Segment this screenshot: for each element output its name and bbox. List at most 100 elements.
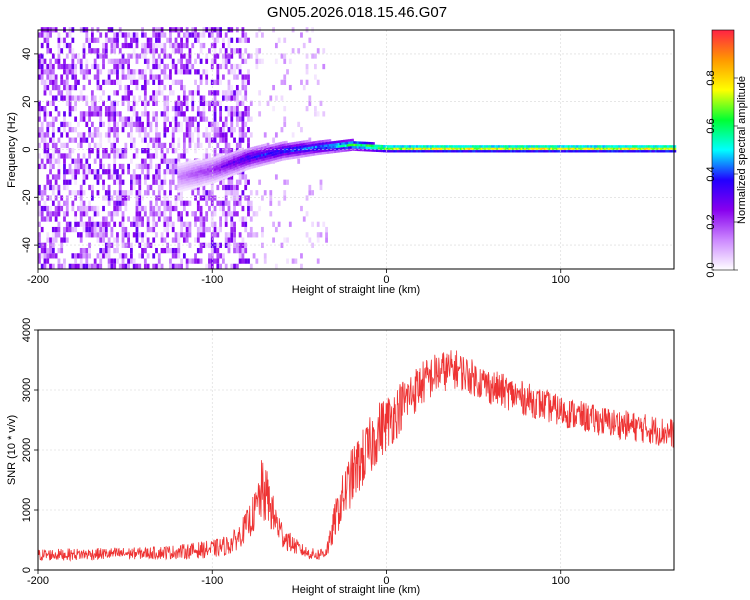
spectrogram-signal-cell [574,145,577,148]
spectrogram-cell [152,237,156,243]
spectrogram-signal-cell [499,147,502,151]
spectrogram-cell [199,95,203,101]
spectrogram-signal-cell [651,149,654,153]
spectrogram-signal-cell [234,155,238,158]
spectrogram-signal-cell [328,139,332,142]
spectrogram-cell [77,169,80,175]
spectrogram-cell [311,242,315,248]
spectrogram-cell [38,142,41,149]
spectrogram-cell [155,63,158,70]
spectrogram-signal-cell [482,147,485,151]
spectrogram-signal-cell [471,149,475,153]
spectrogram-signal-cell [393,149,396,153]
spectrogram-signal-cell [219,161,222,165]
spectrogram-signal-cell [335,140,339,144]
spectrogram-cell [121,179,125,185]
spectrogram-cell [163,200,167,206]
spectrogram-cell [274,263,278,269]
spectrogram-signal-cell [304,140,307,143]
spectrogram-cell [227,142,231,149]
spectrogram-cell [49,195,52,201]
spectrogram-signal-cell [574,147,577,151]
spectrogram-cell [314,53,317,59]
spectrogram-cell [65,221,69,227]
spectrogram-signal-cell [269,158,272,162]
spectrogram-signal-cell [531,147,534,151]
spectrogram-signal-cell [457,149,461,153]
spectrogram-cell [291,48,295,54]
spectrogram-signal-cell [281,155,285,159]
spectrogram-cell [127,116,131,122]
spectrogram-signal-cell [639,149,642,153]
spectrogram-signal-cell [205,163,208,167]
spectrogram-cell [99,32,103,38]
spectrogram-cell [235,184,239,191]
spectrogram-cell [113,200,117,206]
spectrogram-signal-cell [574,149,577,153]
spectrogram-signal-cell [606,145,609,148]
spectrogram-signal-cell [344,139,347,143]
spectrogram-cell [205,137,209,143]
spectrogram-signal-cell [400,145,403,148]
spectrogram-cell [146,184,150,191]
spectrogram-signal-cell [341,147,344,150]
spectrogram-cell [199,247,203,254]
spectrogram-cell [141,53,144,59]
spectrogram-cell [107,211,111,217]
spectrogram-signal-cell [229,154,232,158]
spectrogram-cell [169,158,172,164]
spectrogram-cell [46,247,50,254]
spectrogram-signal-cell [560,149,563,153]
spectrogram-cell [138,195,142,201]
spectrogram-cell [107,127,111,133]
spectrogram-signal-cell [247,152,250,156]
spectrogram-cell [63,127,66,133]
spectrogram-cell [238,48,242,54]
spectrogram-signal-cell [269,151,272,155]
spectrogram-signal-cell [644,145,647,148]
spectrogram-signal-cell [398,149,401,153]
spectrogram-signal-cell [287,145,290,148]
spectrogram-cell [60,74,64,80]
spectrogram-signal-cell [238,163,241,166]
spectrogram-cell [74,221,78,227]
spectrogram-cell [244,226,248,233]
spectrogram-signal-cell [285,152,288,156]
spectrogram-cell [169,205,172,212]
spectrogram-ytick-label: -20 [21,189,33,205]
spectrogram-signal-cell [200,160,203,163]
spectrogram-cell [60,242,64,248]
spectrogram-cell [166,232,170,238]
spectrogram-signal-cell [525,149,529,153]
spectrogram-cell [54,211,58,217]
spectrogram-cell [132,263,136,269]
spectrogram-cell [235,195,239,201]
spectrogram-signal-cell [257,162,260,165]
spectrogram-cell [46,253,50,259]
spectrogram-xtick-label: -200 [27,274,49,286]
spectrogram-signal-cell [264,160,267,163]
spectrogram-cell [199,205,203,212]
spectrogram-cell [38,237,41,243]
spectrogram-cell [155,148,158,154]
spectrogram-signal-cell [200,172,203,175]
spectrogram-signal-cell [273,157,276,161]
spectrogram-cell [182,132,186,138]
spectrogram-signal-cell [205,173,208,176]
spectrogram-cell [113,137,117,143]
spectrogram-signal-cell [466,145,469,148]
spectrogram-cell [180,127,183,133]
spectrogram-signal-cell [672,149,675,153]
spectrogram-signal-cell [273,143,276,147]
spectrogram-cell [230,174,234,180]
spectrogram-cell [113,106,117,112]
spectrogram-cell [107,121,111,128]
spectrogram-signal-cell [287,142,290,146]
spectrogram-cell [174,37,178,43]
spectrogram-cell [54,216,58,222]
spectrogram-cell [68,221,72,227]
spectrogram-signal-cell [294,149,297,152]
spectrogram-cell [132,79,136,85]
spectrogram-cell [49,163,52,170]
spectrogram-signal-cell [513,149,516,153]
